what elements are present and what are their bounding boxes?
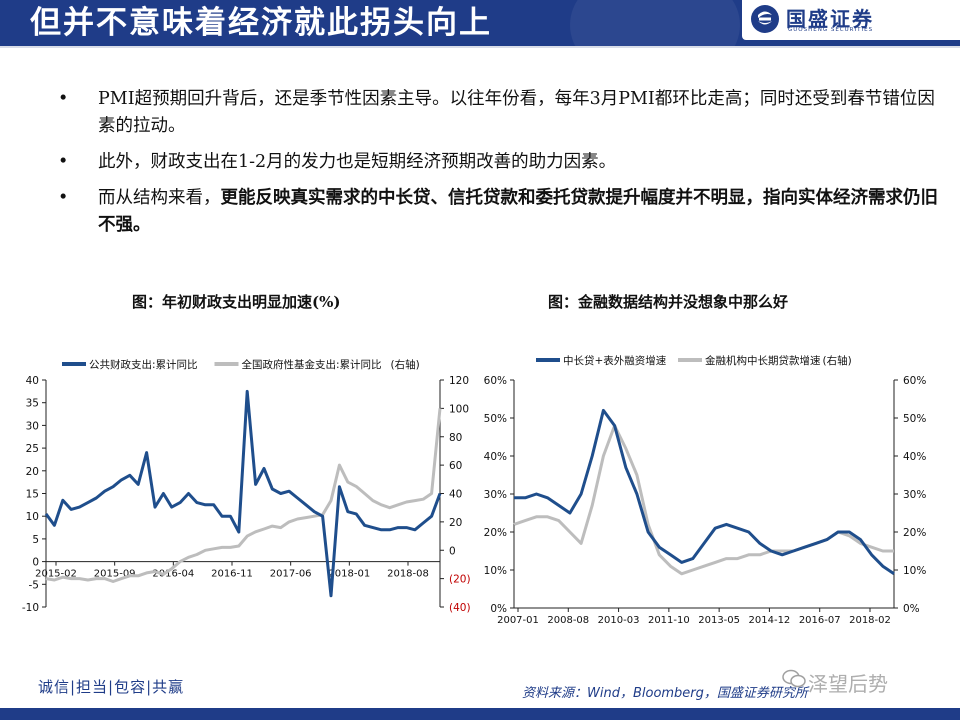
bullet-text: 此外，财政支出在1-2月的发力也是短期经济预期改善的助力因素。 <box>98 152 617 172</box>
y2-tick-label: (40) <box>449 602 471 614</box>
x-tick-label: 2016-11 <box>211 569 253 580</box>
series-line <box>513 424 894 576</box>
y2-tick-label: 60 <box>449 460 462 472</box>
x-tick-label: 2016-07 <box>799 615 841 626</box>
series-line <box>514 408 895 576</box>
legend-label: 公共财政支出:累计同比 <box>89 358 198 371</box>
chart-2-title: 图：金融数据结构并没想象中那么好 <box>548 293 789 311</box>
y-tick-label: 40% <box>484 451 507 463</box>
x-tick-label: 2018-08 <box>387 569 429 580</box>
x-tick-label: 2015-09 <box>94 569 136 580</box>
header-watermark <box>570 0 740 46</box>
page-title: 但并不意味着经济就此拐头向上 <box>30 5 492 41</box>
logo-subtitle: GUOSHENG SECURITIES <box>788 27 874 33</box>
y2-tick-label: 10% <box>903 565 926 577</box>
y2-tick-label: 20% <box>903 527 926 539</box>
x-tick-label: 2011-10 <box>648 615 690 626</box>
bullet-item: • PMI超预期回升背后，还是季节性因素主导。以往年份看，每年3月PMI都环比走… <box>58 86 938 140</box>
y-tick-label: 30% <box>484 489 507 501</box>
y-tick-label: 0 <box>32 557 39 569</box>
y2-tick-label: 40% <box>903 451 926 463</box>
legend-axis-note: (右轴) <box>823 354 852 367</box>
y2-tick-label: 100 <box>449 403 469 415</box>
y2-tick-label: 50% <box>903 413 926 425</box>
y2-tick-label: (20) <box>449 574 471 586</box>
y2-tick-label: 0% <box>903 603 920 615</box>
legend-label: 中长贷+表外融资增速 <box>563 354 667 367</box>
y-tick-label: 5 <box>32 534 39 546</box>
x-tick-label: 2017-06 <box>270 569 312 580</box>
data-source-note: 资料来源：Wind，Bloomberg，国盛证券研究所 <box>522 686 808 701</box>
y-tick-label: 15 <box>26 489 39 501</box>
y-tick-label: 0% <box>490 603 507 615</box>
y-tick-label: 20 <box>26 466 39 478</box>
x-tick-label: 2013-05 <box>698 615 740 626</box>
legend-label: 金融机构中长期贷款增速 <box>705 354 821 367</box>
watermark-text: 泽望后势 <box>808 672 888 696</box>
bullet-item: • 此外，财政支出在1-2月的发力也是短期经济预期改善的助力因素。 <box>58 149 938 176</box>
chart-1-title: 图：年初财政支出明显加速(%) <box>132 293 341 311</box>
series-line <box>44 389 442 598</box>
y-tick-label: -5 <box>29 579 39 591</box>
y-tick-label: -10 <box>22 602 39 614</box>
financing-structure-chart: 中长贷+表外融资增速 金融机构中长期贷款增速 (右轴) 60% 50% 40% 30% 20%… <box>484 354 927 626</box>
y2-tick-label: 20 <box>449 517 462 529</box>
x-tick-label: 2014-12 <box>749 615 791 626</box>
y-tick-label: 35 <box>26 398 39 410</box>
y2-tick-label: 0 <box>449 545 456 557</box>
y-tick-label: 10 <box>26 511 39 523</box>
y-tick-label: 50% <box>484 413 507 425</box>
x-tick-label: 2018-01 <box>328 569 370 580</box>
bullet-text: 而从结构来看， <box>98 188 221 208</box>
y-tick-label: 40 <box>26 375 39 387</box>
brand-logo: 国盛证券 GUOSHENG SECURITIES <box>742 0 960 40</box>
y2-tick-label: 60% <box>903 375 926 387</box>
bullet-bold-text: 更能反映真实需求的中长贷、信托贷款和委托贷款提升幅度并不明显，指向实体经济需求仍… <box>98 188 938 235</box>
header-divider <box>0 46 960 48</box>
y-tick-label: 25 <box>26 443 39 455</box>
legend-axis-note: (右轴) <box>391 358 420 371</box>
x-tick-label: 2010-03 <box>598 615 640 626</box>
logo-name: 国盛证券 <box>786 7 874 31</box>
x-tick-label: 2018-02 <box>849 615 891 626</box>
bullet-mark: • <box>58 188 69 208</box>
y-tick-label: 30 <box>26 420 39 432</box>
y2-tick-label: 80 <box>449 432 462 444</box>
footer-motto: 诚信|担当|包容|共赢 <box>38 678 185 696</box>
y2-tick-label: 120 <box>449 375 469 387</box>
fiscal-spending-chart: 公共财政支出:累计同比 全国政府性基金支出:累计同比 (右轴)40353025201… <box>22 358 471 614</box>
x-tick-label: 2008-08 <box>547 615 589 626</box>
legend-label: 全国政府性基金支出:累计同比 <box>242 358 382 371</box>
y-tick-label: 20% <box>484 527 507 539</box>
x-tick-label: 2016-04 <box>152 569 194 580</box>
bullet-mark: • <box>58 89 69 109</box>
logo-icon <box>751 5 779 33</box>
bullet-list: • PMI超预期回升背后，还是季节性因素主导。以往年份看，每年3月PMI都环比走… <box>58 86 938 248</box>
bullet-item: • 而从结构来看，更能反映真实需求的中长贷、信托贷款和委托贷款提升幅度并不明显，… <box>58 185 938 239</box>
series-line <box>45 408 442 583</box>
y-tick-label: 10% <box>484 565 507 577</box>
x-tick-label: 2015-02 <box>35 569 77 580</box>
footer-bar <box>0 708 960 720</box>
bullet-mark: • <box>58 152 69 172</box>
y2-tick-label: 30% <box>903 489 926 501</box>
y2-tick-label: 40 <box>449 489 462 501</box>
x-tick-label: 2007-01 <box>497 615 539 626</box>
wechat-icon <box>782 669 806 688</box>
header-bar: 但并不意味着经济就此拐头向上 国盛证券 GUOSHENG SECURITIES <box>0 0 960 46</box>
y-tick-label: 60% <box>484 375 507 387</box>
bullet-text: PMI超预期回升背后，还是季节性因素主导。以往年份看，每年3月PMI都环比走高；… <box>98 89 935 136</box>
